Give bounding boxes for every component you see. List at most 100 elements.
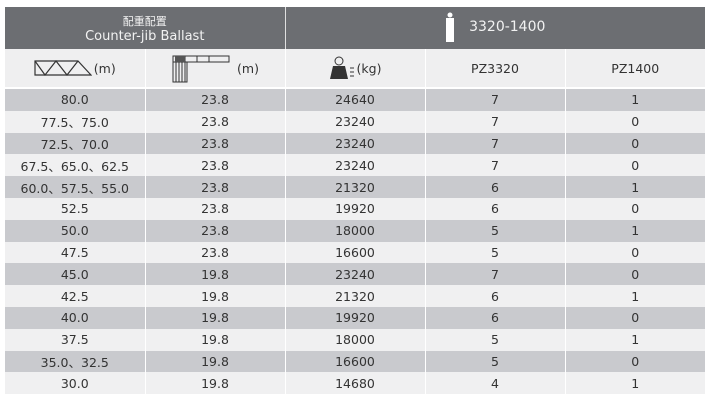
jib-truss-icon	[34, 60, 92, 77]
cell-pz1400-count: 1	[564, 328, 705, 351]
table-row: 40.0 19.8 19920 6 0	[5, 306, 705, 329]
cell-ballast-weight: 16600	[284, 350, 425, 373]
table-row: 77.5、75.0 23.8 23240 7 0	[5, 110, 705, 133]
cell-jib-length: 35.0、32.5	[5, 350, 145, 373]
cell-pz1400-count: 0	[564, 154, 705, 177]
cell-ballast-weight: 19920	[284, 197, 425, 220]
cell-counter-jib-length: 19.8	[144, 306, 285, 329]
col-pz1400: PZ1400	[564, 49, 705, 89]
cell-pz3320-count: 6	[424, 306, 565, 329]
cell-pz1400-count: 0	[564, 241, 705, 264]
cell-jib-length: 50.0	[5, 219, 145, 242]
cell-counter-jib-length: 23.8	[144, 219, 285, 242]
ballast-table: 配重配置 Counter-jib Ballast 3320-1400 (m) (…	[5, 7, 705, 395]
table-row: 60.0、57.5、55.0 23.8 21320 6 1	[5, 176, 705, 198]
table-row: 42.5 19.8 21320 6 1	[5, 285, 705, 307]
cell-pz3320-count: 5	[424, 219, 565, 242]
ballast-block-icon	[446, 12, 455, 42]
cell-jib-length: 77.5、75.0	[5, 110, 145, 133]
cell-jib-length: 30.0	[5, 372, 145, 395]
table-row: 72.5、70.0 23.8 23240 7 0	[5, 132, 705, 155]
cell-counter-jib-length: 19.8	[144, 328, 285, 351]
cell-pz1400-count: 1	[564, 285, 705, 307]
cell-jib-length: 80.0	[5, 88, 145, 111]
table-row: 45.0 19.8 23240 7 0	[5, 263, 705, 286]
cell-pz3320-count: 7	[424, 132, 565, 155]
model-label: 3320-1400	[469, 18, 546, 35]
cell-jib-length: 52.5	[5, 197, 145, 220]
cell-ballast-weight: 23240	[284, 154, 425, 177]
cell-pz3320-count: 4	[424, 372, 565, 395]
cell-pz3320-count: 5	[424, 241, 565, 264]
counter-jib-icon	[172, 55, 230, 83]
cell-jib-length: 60.0、57.5、55.0	[5, 176, 145, 198]
table-row: 50.0 23.8 18000 5 1	[5, 219, 705, 242]
cell-ballast-weight: 24640	[284, 88, 425, 111]
cell-pz1400-count: 1	[564, 176, 705, 198]
cell-ballast-weight: 21320	[284, 285, 425, 307]
cell-counter-jib-length: 23.8	[144, 241, 285, 264]
cell-ballast-weight: 19920	[284, 306, 425, 329]
cell-pz1400-count: 0	[564, 263, 705, 286]
cell-pz3320-count: 7	[424, 154, 565, 177]
cell-pz1400-count: 0	[564, 110, 705, 133]
cell-counter-jib-length: 19.8	[144, 263, 285, 286]
model-header: 3320-1400	[284, 7, 705, 49]
cell-jib-length: 42.5	[5, 285, 145, 307]
cell-counter-jib-length: 23.8	[144, 132, 285, 155]
cell-pz3320-count: 7	[424, 110, 565, 133]
counterweight-icon	[329, 56, 354, 79]
table-row: 35.0、32.5 19.8 16600 5 0	[5, 350, 705, 373]
cell-ballast-weight: 23240	[284, 110, 425, 133]
ballast-table-container: 配重配置 Counter-jib Ballast 3320-1400 (m) (…	[5, 7, 705, 395]
col-jib-length: (m)	[5, 49, 145, 89]
ballast-header-en: Counter-jib Ballast	[85, 28, 205, 44]
cell-ballast-weight: 23240	[284, 263, 425, 286]
ballast-header: 配重配置 Counter-jib Ballast	[5, 7, 285, 49]
cell-pz1400-count: 1	[564, 372, 705, 395]
cell-pz3320-count: 7	[424, 88, 565, 111]
cell-pz3320-count: 5	[424, 328, 565, 351]
cell-pz1400-count: 0	[564, 132, 705, 155]
cell-pz3320-count: 6	[424, 285, 565, 307]
cell-pz1400-count: 0	[564, 306, 705, 329]
cell-pz1400-count: 0	[564, 197, 705, 220]
table-row: 30.0 19.8 14680 4 1	[5, 372, 705, 395]
cell-pz1400-count: 1	[564, 219, 705, 242]
cell-ballast-weight: 16600	[284, 241, 425, 264]
cell-jib-length: 37.5	[5, 328, 145, 351]
cell-pz3320-count: 6	[424, 197, 565, 220]
cell-pz1400-count: 1	[564, 88, 705, 111]
cell-counter-jib-length: 23.8	[144, 110, 285, 133]
cell-counter-jib-length: 23.8	[144, 154, 285, 177]
cell-jib-length: 45.0	[5, 263, 145, 286]
cell-counter-jib-length: 19.8	[144, 285, 285, 307]
cell-counter-jib-length: 19.8	[144, 350, 285, 373]
cell-jib-length: 67.5、65.0、62.5	[5, 154, 145, 177]
col-ballast-weight: (kg)	[284, 49, 425, 89]
table-row: 47.5 23.8 16600 5 0	[5, 241, 705, 264]
col-pz3320: PZ3320	[424, 49, 565, 89]
table-row: 80.0 23.8 24640 7 1	[5, 88, 705, 111]
cell-counter-jib-length: 23.8	[144, 176, 285, 198]
cell-pz3320-count: 6	[424, 176, 565, 198]
table-row: 52.5 23.8 19920 6 0	[5, 197, 705, 220]
cell-jib-length: 72.5、70.0	[5, 132, 145, 155]
cell-jib-length: 47.5	[5, 241, 145, 264]
table-row: 37.5 19.8 18000 5 1	[5, 328, 705, 351]
col-counter-jib-length: (m)	[144, 49, 285, 89]
cell-ballast-weight: 18000	[284, 328, 425, 351]
table-row: 67.5、65.0、62.5 23.8 23240 7 0	[5, 154, 705, 177]
cell-pz3320-count: 7	[424, 263, 565, 286]
cell-jib-length: 40.0	[5, 306, 145, 329]
cell-pz3320-count: 5	[424, 350, 565, 373]
cell-counter-jib-length: 23.8	[144, 88, 285, 111]
cell-ballast-weight: 23240	[284, 132, 425, 155]
cell-counter-jib-length: 19.8	[144, 372, 285, 395]
cell-ballast-weight: 21320	[284, 176, 425, 198]
cell-ballast-weight: 18000	[284, 219, 425, 242]
cell-ballast-weight: 14680	[284, 372, 425, 395]
cell-pz1400-count: 0	[564, 350, 705, 373]
ballast-header-cn: 配重配置	[122, 14, 167, 28]
cell-counter-jib-length: 23.8	[144, 197, 285, 220]
